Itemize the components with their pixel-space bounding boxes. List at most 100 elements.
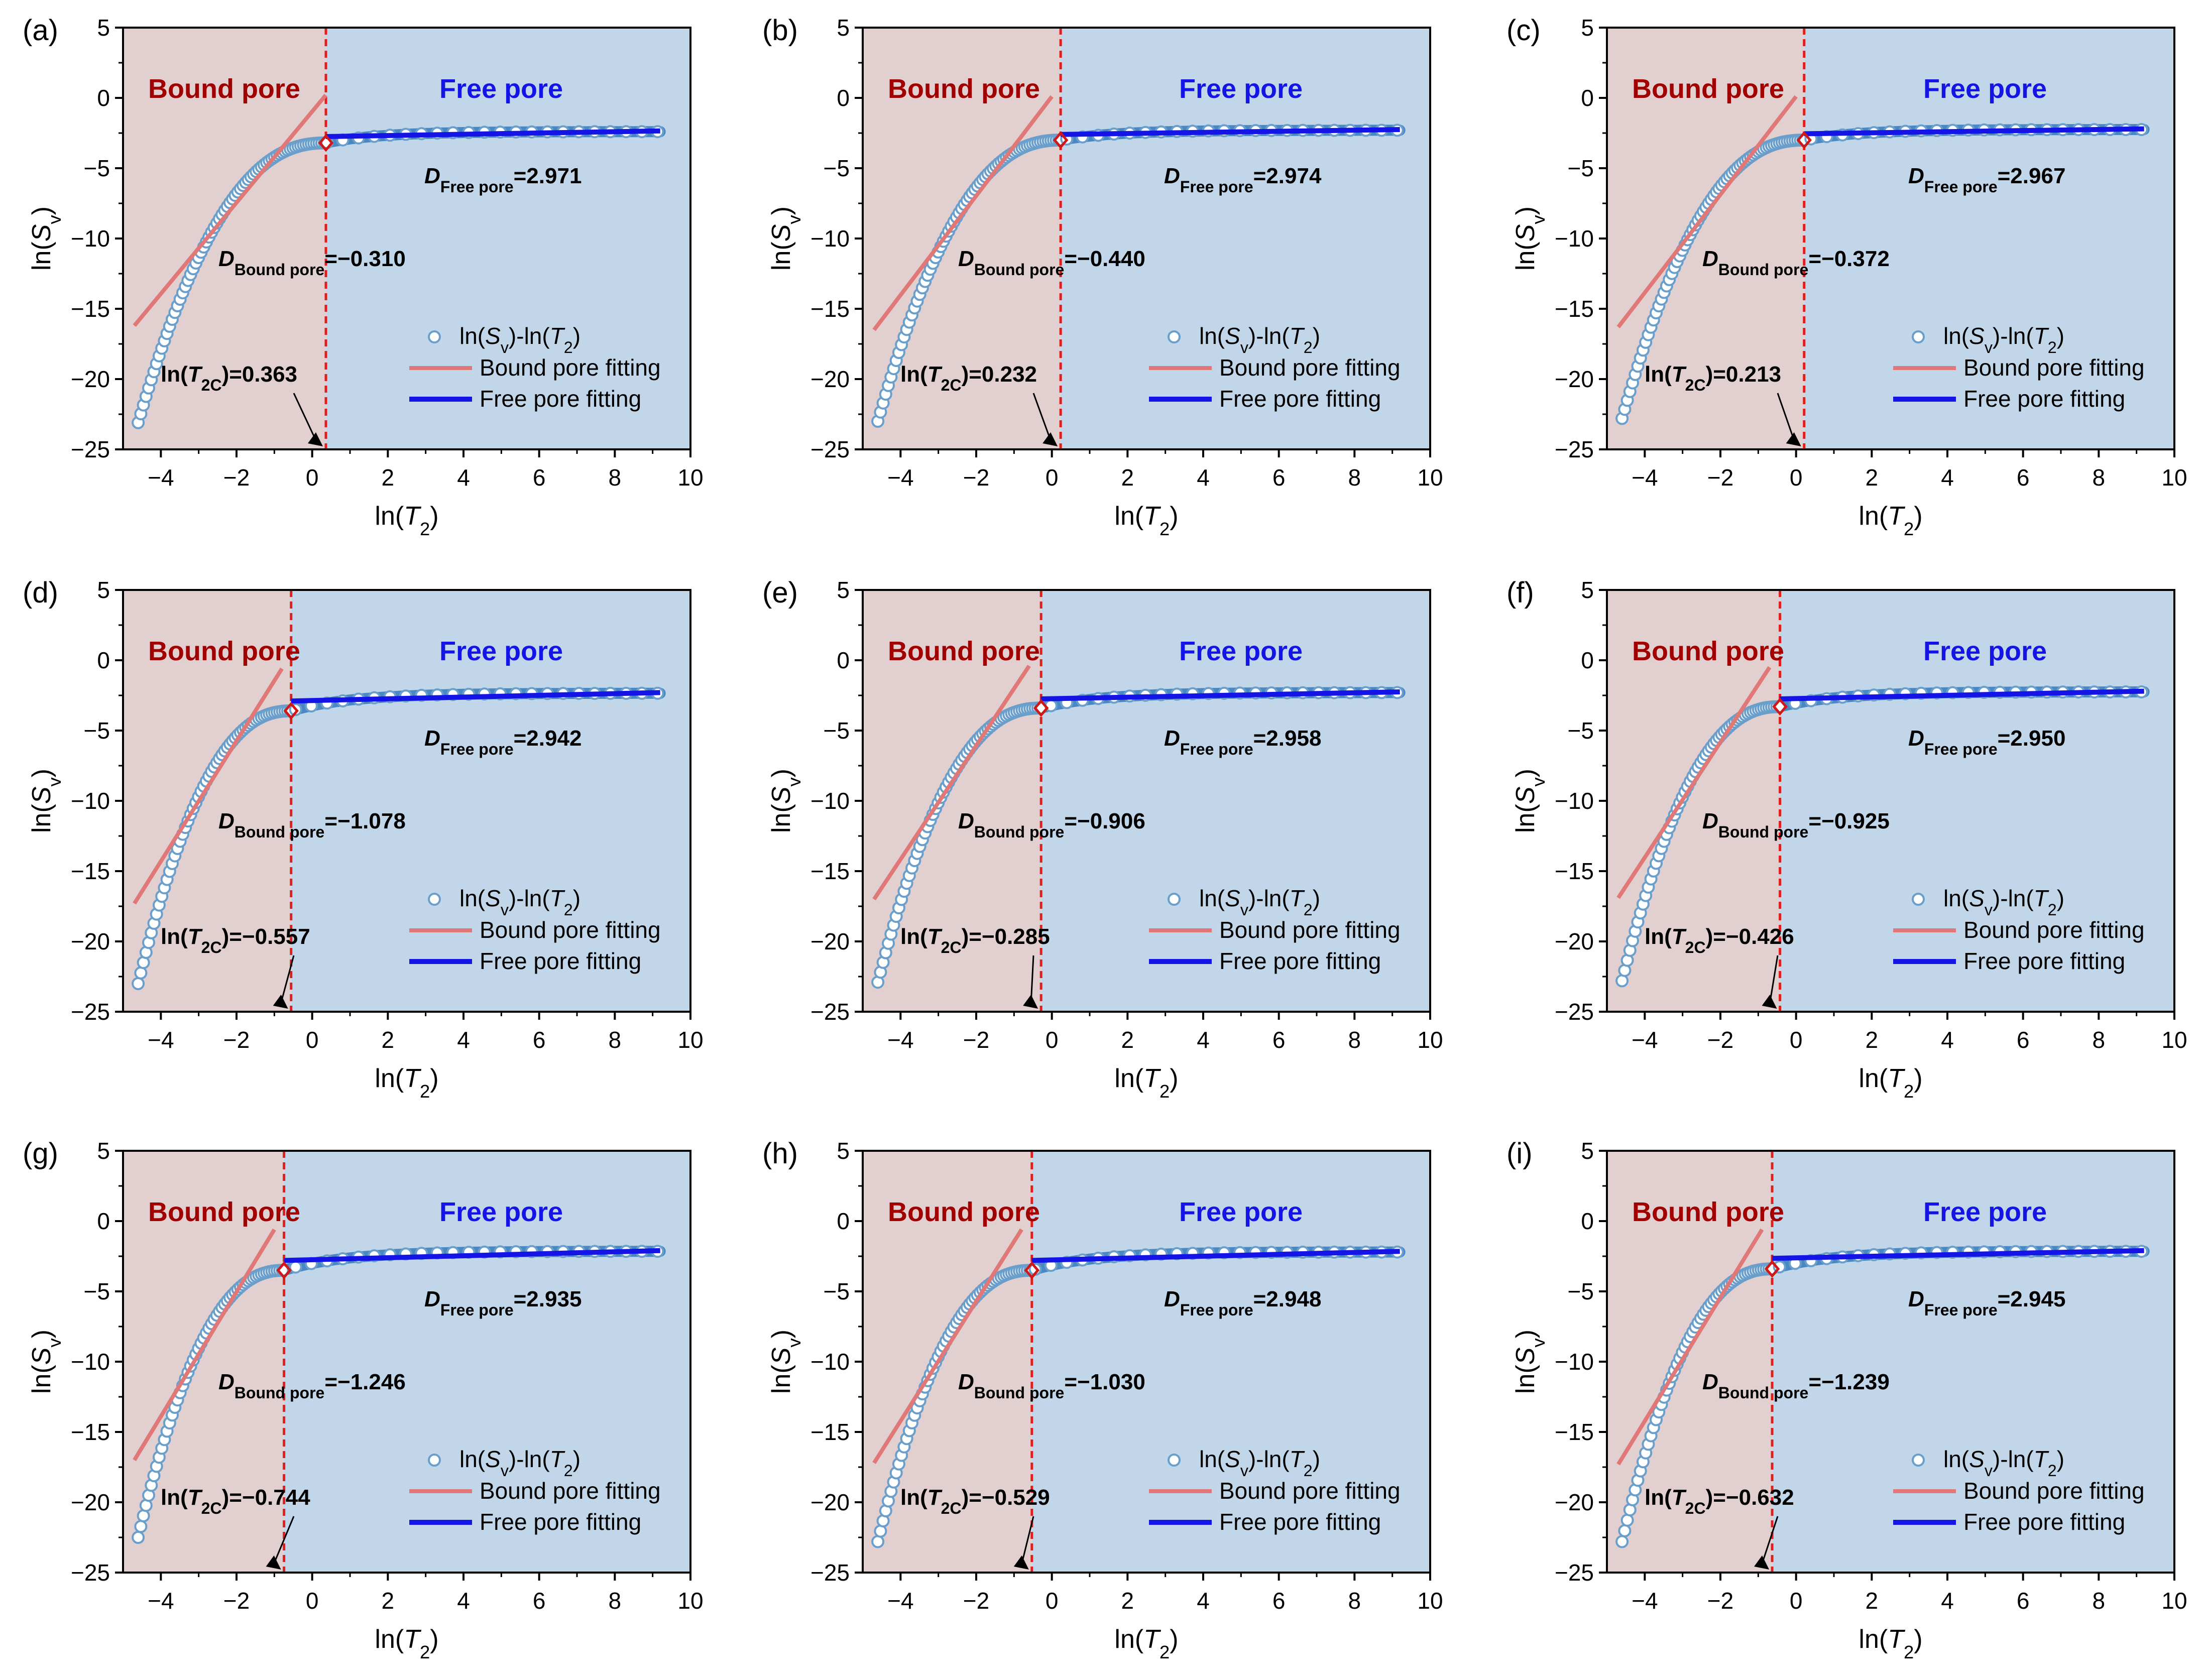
x-tick-label: 0 bbox=[1790, 1588, 1803, 1614]
x-tick-label: 2 bbox=[1121, 1588, 1134, 1614]
legend-marker-data bbox=[428, 893, 441, 906]
y-tick-label: −5 bbox=[824, 717, 850, 744]
cutoff-arrowhead bbox=[308, 432, 323, 446]
cutoff-arrowhead bbox=[1023, 995, 1038, 1009]
y-tick-label: 5 bbox=[97, 577, 110, 603]
panel-letter: (b) bbox=[762, 14, 798, 47]
free-pore-region bbox=[1041, 590, 1430, 1012]
x-tick-label: −2 bbox=[223, 464, 250, 491]
x-tick-label: 10 bbox=[2161, 464, 2187, 491]
x-tick-label: 6 bbox=[1272, 1027, 1286, 1053]
legend-entry-bound-fit: Bound pore fitting bbox=[1963, 1478, 2145, 1504]
y-tick-label: −25 bbox=[1555, 999, 1594, 1025]
y-tick-label: 5 bbox=[97, 1138, 110, 1164]
x-tick-label: 4 bbox=[1197, 464, 1210, 491]
x-tick-label: 8 bbox=[1348, 1027, 1361, 1053]
panel-letter: (e) bbox=[762, 576, 798, 609]
bound-pore-label: Bound pore bbox=[888, 1197, 1040, 1227]
y-axis-label: ln(Sv) bbox=[767, 1330, 804, 1394]
panel-letter: (h) bbox=[762, 1137, 798, 1170]
x-tick-label: 0 bbox=[1790, 464, 1803, 491]
x-tick-label: 10 bbox=[1417, 1027, 1443, 1053]
x-axis-label: ln(T2) bbox=[375, 1625, 438, 1662]
legend-entry-data: ln(Sv)-ln(T2) bbox=[1943, 885, 2064, 919]
y-tick-label: 0 bbox=[97, 1208, 110, 1234]
free-fit-line bbox=[1040, 689, 1400, 701]
y-tick-label: −10 bbox=[71, 788, 110, 814]
free-fit-line bbox=[1772, 1248, 2144, 1261]
data-point bbox=[134, 966, 148, 980]
x-tick-label: 10 bbox=[1417, 1588, 1443, 1614]
bound-fit-line bbox=[133, 1228, 276, 1462]
cutoff-arrowhead bbox=[1786, 432, 1801, 446]
y-tick-label: −5 bbox=[1568, 1278, 1594, 1304]
y-axis-label: ln(Sv) bbox=[27, 206, 65, 271]
panel-letter: (d) bbox=[23, 576, 58, 609]
free-pore-label: Free pore bbox=[439, 1197, 563, 1227]
bound-fit-line bbox=[872, 95, 1054, 331]
x-tick-label: −4 bbox=[148, 1027, 174, 1053]
legend-entry-bound-fit: Bound pore fitting bbox=[480, 1478, 661, 1504]
panel-g: −4 −2 0 2 4 6 8 1050−5−10−15−20−25ln(T2)ln(Sv)(… bbox=[23, 1137, 704, 1662]
bound-fit-line bbox=[133, 667, 284, 905]
cutoff-annotation: ln(T2C)=0.363 bbox=[161, 362, 297, 394]
y-tick-label: −20 bbox=[810, 928, 850, 954]
legend-marker-data bbox=[1912, 893, 1925, 906]
d-bound-annotation: DBound pore=−1.246 bbox=[218, 1370, 406, 1402]
d-bound-annotation: DBound pore=−0.925 bbox=[1702, 809, 1890, 841]
cutoff-marker bbox=[1796, 131, 1812, 149]
x-tick-label: 2 bbox=[1866, 1027, 1879, 1053]
cutoff-annotation: ln(T2C)=−0.632 bbox=[1645, 1485, 1794, 1517]
d-free-annotation: DFree pore=2.935 bbox=[424, 1287, 582, 1319]
bound-pore-label: Bound pore bbox=[148, 74, 300, 104]
cutoff-marker bbox=[1033, 699, 1049, 717]
x-tick-label: −4 bbox=[1632, 464, 1658, 491]
y-tick-label: −5 bbox=[84, 155, 110, 181]
y-tick-label: −20 bbox=[810, 366, 850, 392]
y-tick-label: 5 bbox=[1581, 1138, 1594, 1164]
x-tick-label: −4 bbox=[148, 464, 174, 491]
y-tick-label: −15 bbox=[71, 296, 110, 322]
y-tick-label: −15 bbox=[810, 1419, 850, 1445]
cutoff-annotation: ln(T2C)=−0.426 bbox=[1645, 924, 1794, 956]
x-tick-label: 6 bbox=[2017, 1588, 2030, 1614]
x-tick-label: 8 bbox=[609, 1588, 622, 1614]
panel-d: −4 −2 0 2 4 6 8 1050−5−10−15−20−25ln(T2)ln(Sv)(… bbox=[23, 576, 704, 1102]
y-tick-label: 0 bbox=[1581, 1208, 1594, 1234]
free-fit-line bbox=[1804, 126, 2144, 137]
cutoff-marker bbox=[276, 1261, 292, 1279]
d-free-annotation: DFree pore=2.971 bbox=[424, 164, 582, 196]
legend-entry-data: ln(Sv)-ln(T2) bbox=[1199, 885, 1320, 919]
cutoff-arrowhead bbox=[1762, 995, 1777, 1009]
y-tick-label: 5 bbox=[837, 577, 850, 603]
y-axis-label: ln(Sv) bbox=[767, 206, 804, 271]
x-tick-label: 10 bbox=[1417, 464, 1443, 491]
x-tick-label: 6 bbox=[533, 464, 546, 491]
y-tick-label: −15 bbox=[1555, 858, 1594, 884]
x-tick-label: 2 bbox=[382, 1588, 395, 1614]
cutoff-annotation: ln(T2C)=−0.744 bbox=[161, 1485, 310, 1517]
x-tick-label: 8 bbox=[1348, 464, 1361, 491]
free-pore-label: Free pore bbox=[439, 74, 563, 104]
legend-entry-bound-fit: Bound pore fitting bbox=[1219, 917, 1401, 943]
bound-fit-line bbox=[872, 664, 1031, 901]
y-axis-label: ln(Sv) bbox=[1511, 1330, 1549, 1394]
cutoff-arrowhead bbox=[266, 1555, 281, 1570]
x-tick-label: −4 bbox=[887, 1588, 913, 1614]
legend-entry-free-fit: Free pore fitting bbox=[480, 948, 641, 974]
y-tick-label: 0 bbox=[837, 647, 850, 673]
x-axis-label: ln(T2) bbox=[375, 1064, 438, 1102]
x-tick-label: 0 bbox=[1046, 1588, 1059, 1614]
x-tick-label: 0 bbox=[1046, 1027, 1059, 1053]
x-tick-label: −4 bbox=[887, 1027, 913, 1053]
y-tick-label: −20 bbox=[810, 1489, 850, 1515]
x-tick-label: −2 bbox=[963, 464, 989, 491]
d-free-annotation: DFree pore=2.974 bbox=[1164, 164, 1322, 196]
cutoff-arrowhead bbox=[1754, 1555, 1770, 1570]
legend-entry-free-fit: Free pore fitting bbox=[1963, 386, 2125, 412]
y-axis-label: ln(Sv) bbox=[27, 769, 65, 833]
d-bound-annotation: DBound pore=−0.372 bbox=[1702, 247, 1890, 279]
d-free-annotation: DFree pore=2.945 bbox=[1908, 1287, 2065, 1319]
y-tick-label: −10 bbox=[71, 1349, 110, 1375]
data-point bbox=[871, 1535, 885, 1548]
